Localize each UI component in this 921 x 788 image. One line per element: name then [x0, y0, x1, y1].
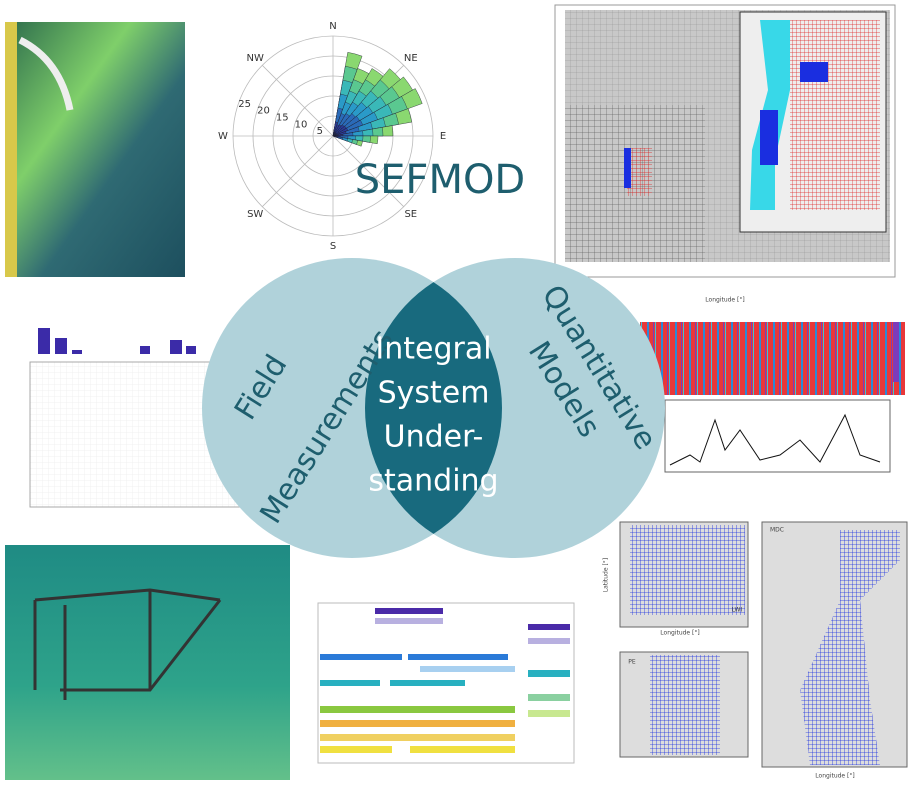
photo-frame: [33, 588, 222, 700]
mesh-maps: LWI PE MDC Longitude [°] Longitude [°] L…: [603, 521, 908, 780]
map-top: Longitude [°]: [554, 4, 896, 304]
panel-label: LWI: [732, 607, 743, 614]
title: SEFMOD: [355, 157, 525, 203]
photo: [5, 545, 290, 780]
photo-edge: [5, 22, 17, 277]
panel-label: PE: [628, 659, 636, 666]
axis-label: Longitude [°]: [660, 630, 699, 637]
panel-label: MDC: [770, 527, 784, 534]
axis-label: Latitude [°]: [603, 558, 610, 592]
rose-direction: NW: [247, 53, 264, 64]
axis-label: Longitude [°]: [815, 773, 854, 780]
rose-ring-label: 15: [276, 113, 289, 124]
venn: [202, 258, 665, 558]
rose-spoke: [262, 135, 334, 207]
wind-rose: N NE E SE S SW W NW 5 10 15 20 25: [218, 18, 446, 253]
venn-label: standing: [368, 464, 498, 499]
rose-direction: NE: [404, 53, 418, 64]
venn-label: System: [378, 376, 490, 411]
rose-spoke: [262, 65, 334, 137]
venn-intersection: [365, 282, 502, 534]
rose-direction: S: [330, 241, 336, 252]
rose-direction: SE: [404, 209, 417, 220]
gantt-chart: [317, 602, 575, 764]
axis-label: Longitude [°]: [705, 297, 744, 304]
rose-wedge: [332, 135, 339, 138]
photo: [5, 22, 185, 277]
venn-label: Under-: [384, 420, 484, 455]
rose-direction: W: [218, 131, 228, 142]
rose-spoke: [332, 135, 404, 207]
rose-direction: SW: [247, 209, 263, 220]
rose-ring-label: 5: [317, 126, 323, 137]
rose-ring-label: 10: [295, 119, 308, 130]
photo-hose: [18, 36, 74, 111]
rose-direction: N: [329, 21, 336, 32]
rose-ring-label: 20: [257, 106, 270, 117]
time-series: [640, 322, 905, 473]
rose-ring-label: 25: [238, 99, 251, 110]
rose-direction: E: [440, 131, 446, 142]
venn-label: Integral: [375, 332, 491, 367]
